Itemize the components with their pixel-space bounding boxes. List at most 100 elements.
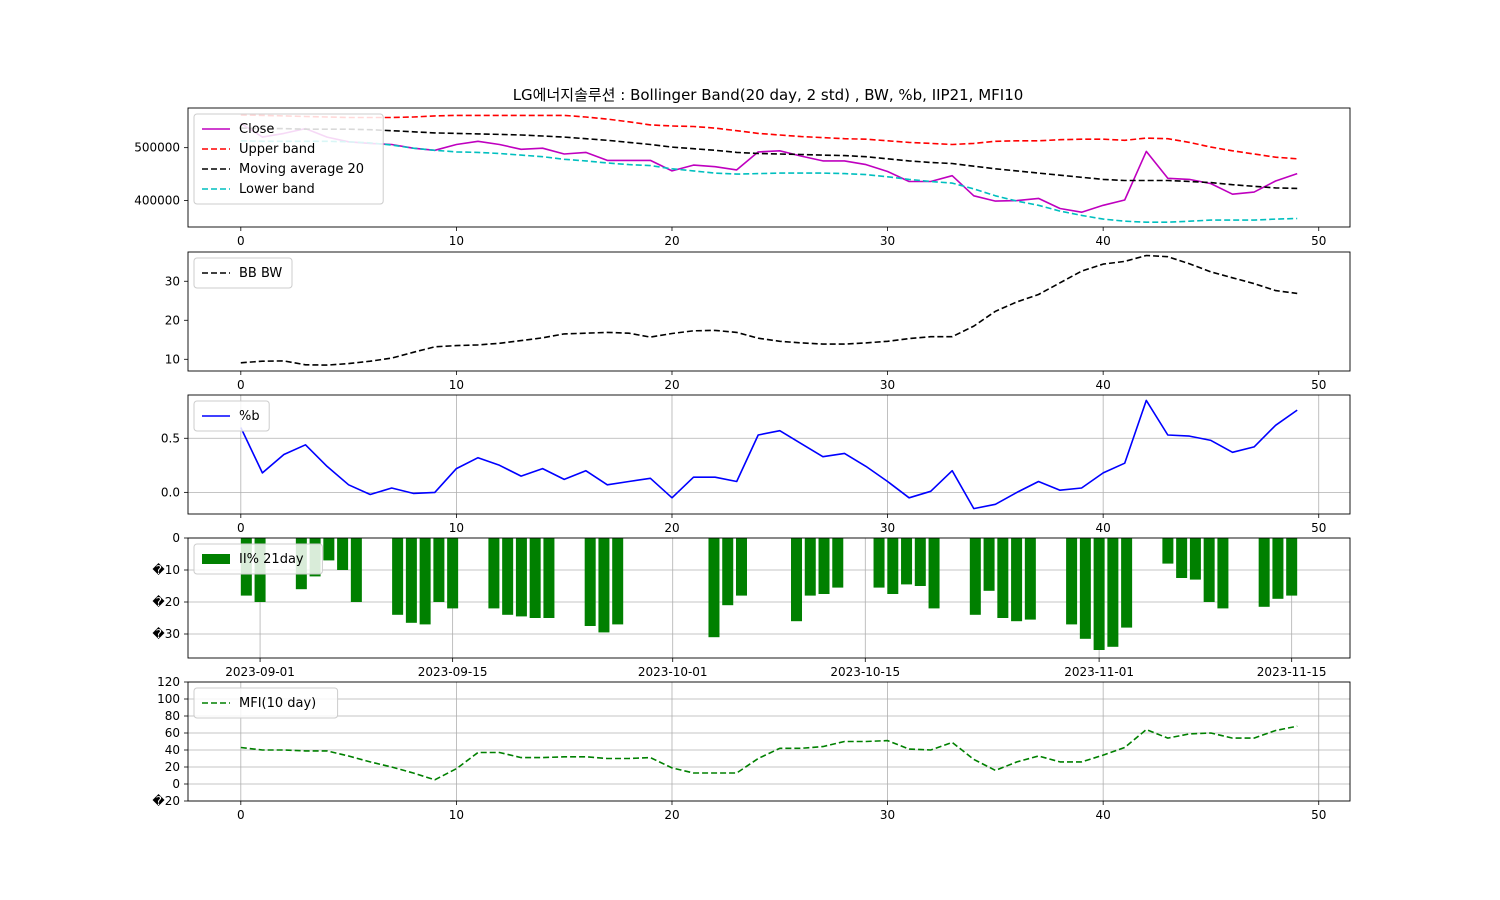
legend-box [193,687,339,719]
legend-entry: Lower band [239,182,315,197]
x-tick-label: 0 [237,234,245,248]
bar [584,538,596,626]
y-tick-label: 30 [165,274,180,288]
y-tick-label: 500000 [134,141,180,155]
y-tick-label: 400000 [134,194,180,208]
x-tick-label: 50 [1311,234,1326,248]
bar [1272,538,1284,599]
bar [818,538,830,594]
legend-entry: MFI(10 day) [239,696,316,711]
x-tick-label: 0 [237,521,245,535]
x-tick-label: 50 [1311,808,1326,822]
y-tick-label: 80 [165,709,180,723]
bar [1121,538,1133,628]
bar [1011,538,1023,622]
bar [735,538,747,596]
bar [337,538,349,570]
series-line-upper-band [240,114,1298,160]
price-panel: 0 10 20 30 40 50 400000 500000 Close Upper band Mo… [134,107,1351,248]
x-tick-label: 2023-09-15 [418,665,488,679]
legend-entry: Upper band [239,142,315,157]
x-tick-label: 0 [237,378,245,392]
bar [447,538,459,609]
bar [529,538,541,618]
bar [928,538,940,609]
x-tick-label: 2023-11-15 [1257,665,1327,679]
percent-b-panel: 0 10 20 30 40 50 0.0 0.5 %b [161,394,1351,535]
x-tick-label: 40 [1096,234,1111,248]
bar [433,538,445,602]
bar [1162,538,1174,564]
legend: MFI(10 day) [193,687,339,719]
series-line-moving-average-20 [240,127,1298,190]
bar [832,538,844,588]
x-tick-label: 40 [1096,808,1111,822]
y-tick-label: �10 [152,563,180,577]
y-tick-label: �20 [152,595,180,609]
legend-box [193,113,384,205]
y-tick-label: 120 [157,675,180,689]
y-tick-label: 60 [165,726,180,740]
x-tick-label: 10 [449,808,464,822]
bar [1093,538,1105,650]
legend-entry: Close [239,122,274,137]
bar [1286,538,1298,596]
y-tick-label: 0 [172,531,180,545]
axes-frame [187,251,1351,372]
legend-box [193,543,323,575]
bandwidth-panel: 0 10 20 30 40 50 10 20 30 BB BW [165,251,1351,392]
bar [612,538,624,625]
bar [350,538,362,602]
x-tick-label: 20 [664,808,679,822]
x-tick-label: 30 [880,808,895,822]
bar [1217,538,1229,609]
series-line-b [240,399,1298,510]
axes-frame [187,537,1351,659]
legend-entry: BB BW [239,266,282,281]
y-tick-label: 0 [172,777,180,791]
x-tick-label: 40 [1096,378,1111,392]
bar [1066,538,1078,625]
y-tick-label: 20 [165,313,180,327]
y-tick-label: 0.5 [161,431,180,445]
bar [1258,538,1270,607]
legend-swatch [202,554,230,564]
bar [887,538,899,594]
bar [722,538,734,606]
y-tick-label: 0.0 [161,485,180,499]
bar [791,538,803,622]
bar [515,538,527,617]
bar [405,538,417,623]
series-line-bb-bw [240,254,1298,366]
bar [323,538,335,561]
axes-frame [187,394,1351,515]
bar [1189,538,1201,580]
bar [419,538,431,625]
legend: Close Upper band Moving average 20 Lower ba… [193,113,384,205]
chart-title: LG에너지솔루션 : Bollinger Band(20 day, 2 std)… [513,86,1024,104]
x-tick-label: 30 [880,378,895,392]
legend: %b [193,400,270,432]
bar [1176,538,1188,578]
x-tick-label: 20 [664,378,679,392]
legend-box [193,257,293,289]
legend: BB BW [193,257,293,289]
bar [804,538,816,596]
bar [914,538,926,586]
legend: II% 21day [193,543,323,575]
bar [488,538,500,609]
y-tick-label: 40 [165,743,180,757]
bar [1203,538,1215,602]
y-tick-label: �20 [152,794,180,808]
x-tick-label: 20 [664,234,679,248]
x-tick-label: 0 [237,808,245,822]
x-tick-label: 2023-11-01 [1064,665,1134,679]
bar [1079,538,1091,639]
legend-entry: %b [239,409,260,424]
bar [873,538,885,588]
x-tick-label: 20 [664,521,679,535]
bar [983,538,995,591]
x-tick-label: 30 [880,234,895,248]
x-tick-label: 2023-09-01 [225,665,295,679]
